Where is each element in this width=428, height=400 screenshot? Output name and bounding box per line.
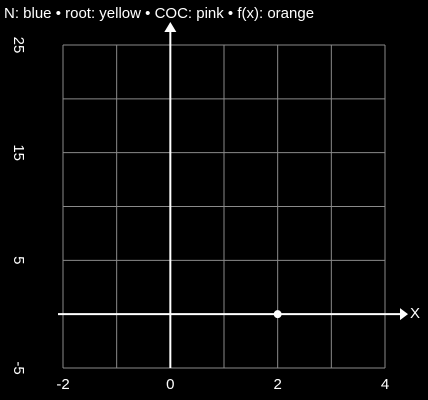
x-tick-label: -2 — [56, 376, 69, 393]
x-tick-label: 4 — [381, 376, 389, 393]
y-tick-label: 25 — [10, 37, 27, 54]
y-tick-label: 5 — [10, 256, 27, 264]
root-marker — [273, 310, 282, 319]
y-tick-label: -5 — [10, 361, 27, 374]
x-tick-label: 2 — [273, 376, 281, 393]
chart-title: N: blue • root: yellow • COC: pink • f(x… — [4, 5, 314, 22]
y-tick-label: 15 — [10, 144, 27, 161]
y-axis-arrow — [164, 22, 177, 32]
x-axis-label: X — [410, 305, 420, 322]
x-axis-arrow — [400, 308, 408, 321]
x-tick-label: 0 — [166, 376, 174, 393]
